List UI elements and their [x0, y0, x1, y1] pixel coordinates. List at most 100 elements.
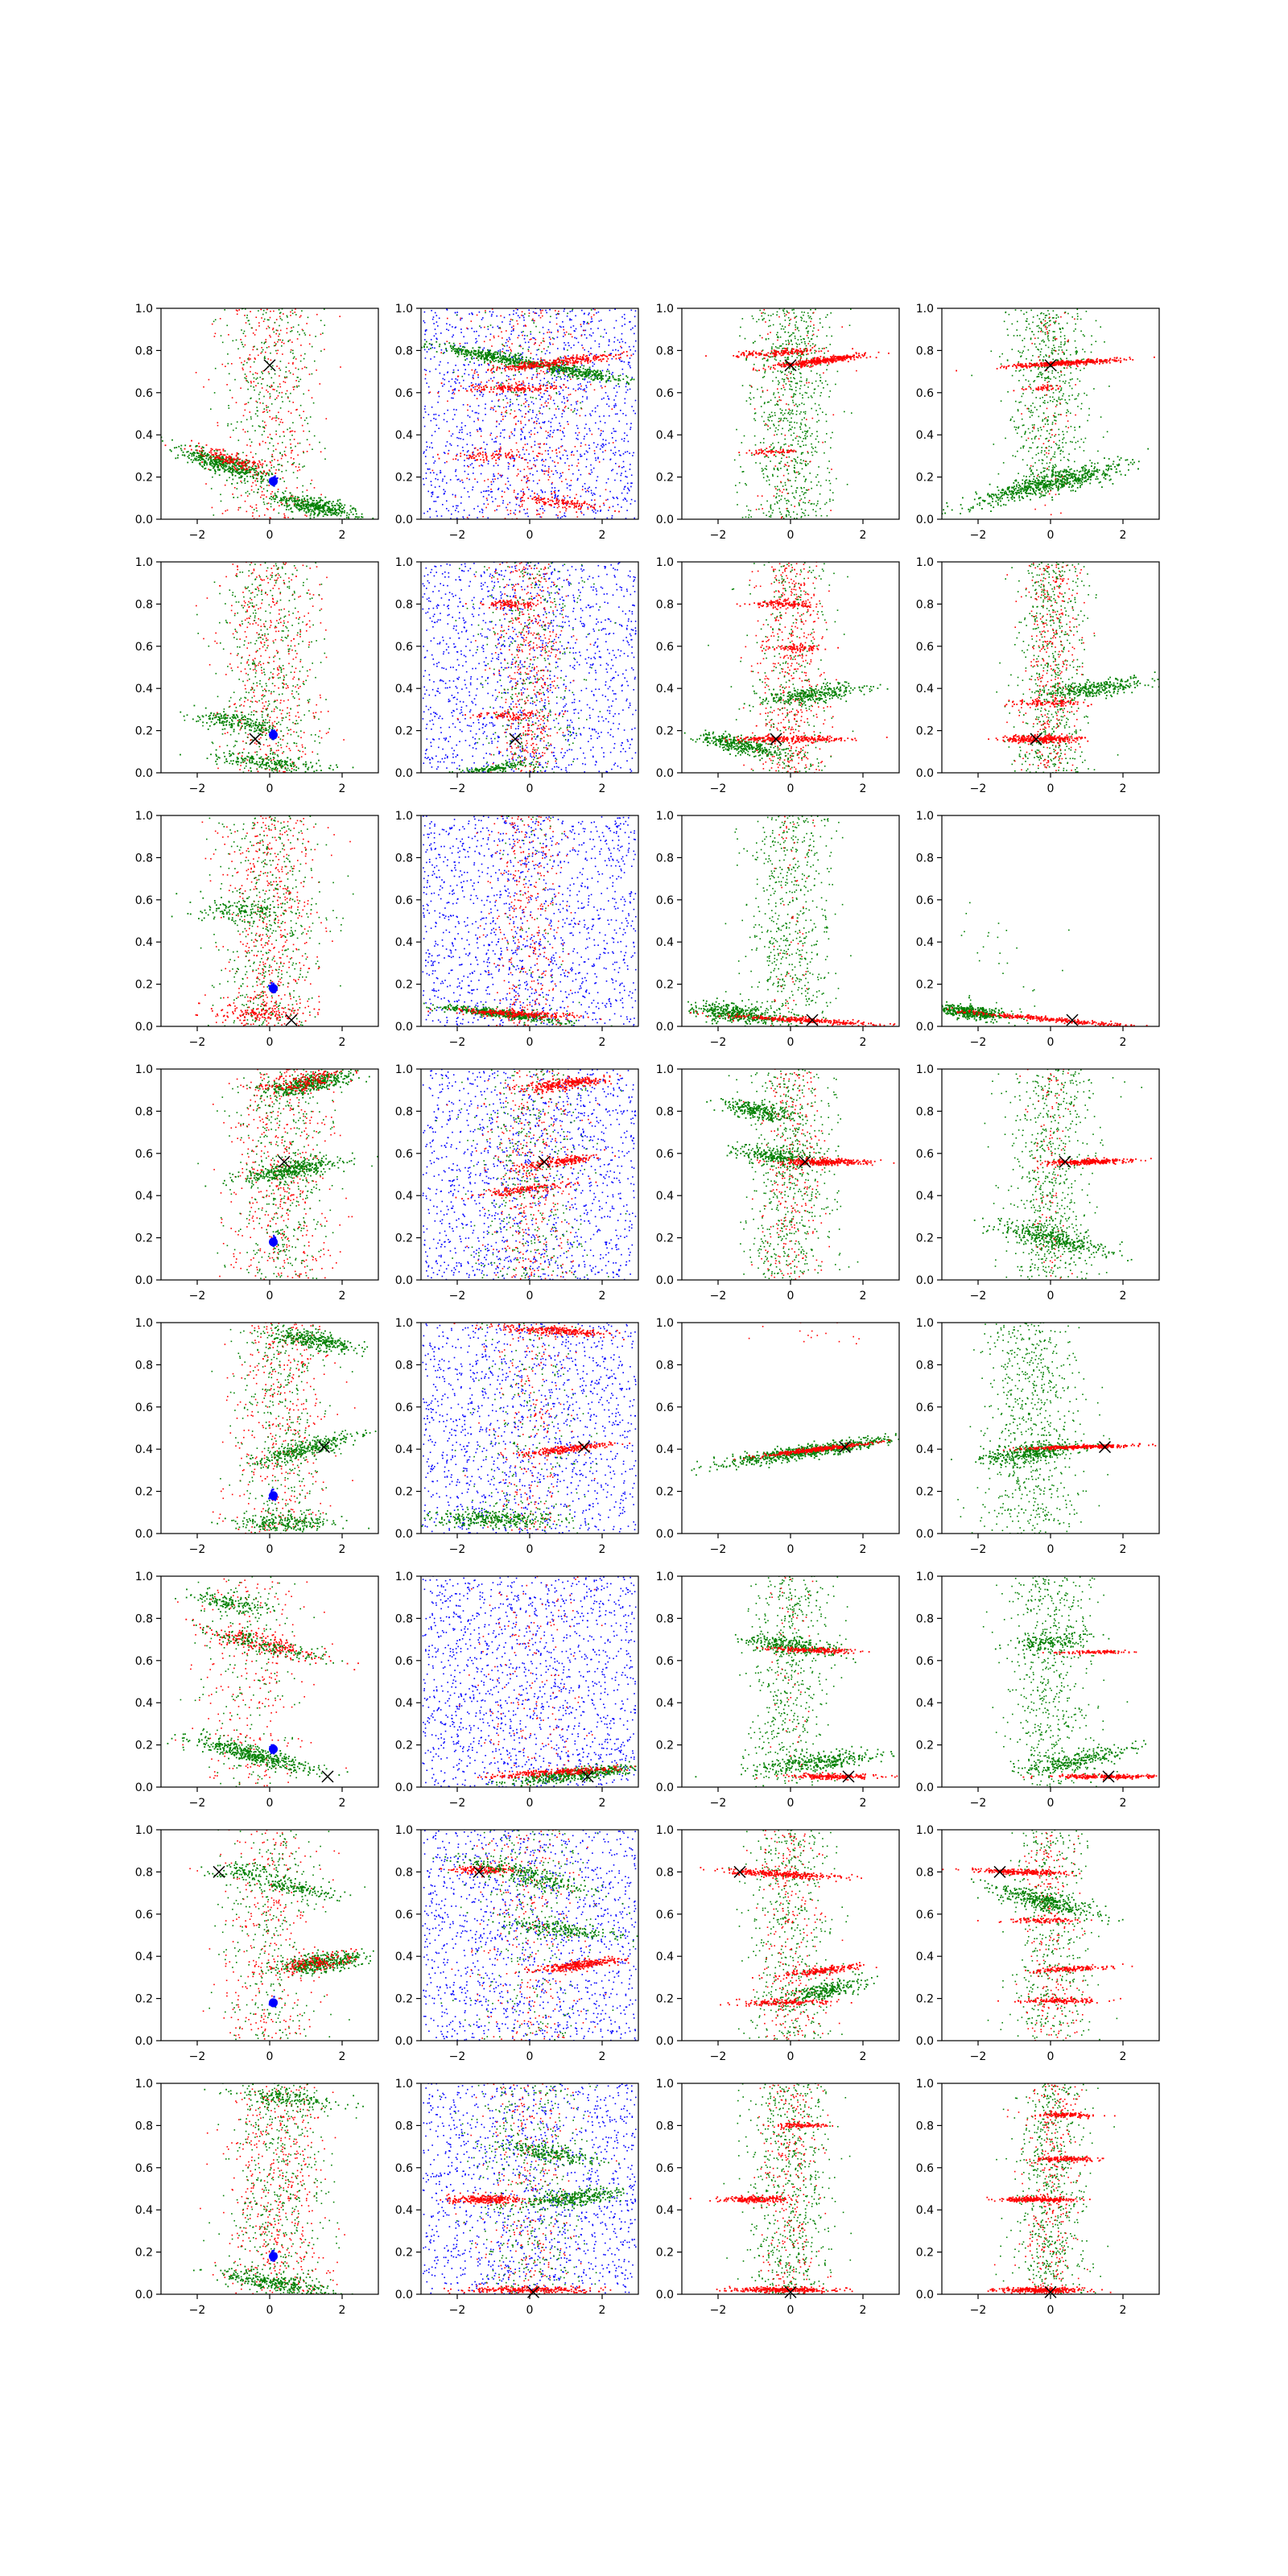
green-point: [460, 350, 463, 353]
red-point: [522, 334, 523, 336]
green-point: [326, 502, 328, 503]
red-point: [286, 332, 288, 334]
red-point: [455, 458, 457, 460]
blue-point: [623, 361, 625, 363]
blue-point: [477, 417, 479, 419]
red-point: [250, 311, 251, 312]
blue-point: [536, 459, 538, 461]
blue-point: [554, 497, 555, 499]
red-point: [500, 386, 502, 389]
green-point: [549, 367, 551, 369]
blue-point: [511, 326, 513, 328]
red-point: [484, 480, 485, 482]
green-point: [275, 343, 277, 345]
blue-point: [595, 512, 597, 514]
green-point: [301, 310, 303, 312]
blue-point: [539, 423, 540, 424]
red-point: [283, 342, 285, 345]
green-point: [484, 361, 486, 362]
red-point: [587, 508, 589, 510]
red-point: [253, 381, 255, 382]
blue-point: [574, 330, 576, 332]
blue-point: [601, 446, 604, 448]
red-point: [453, 393, 456, 395]
green-point: [217, 464, 220, 467]
red-point: [271, 453, 273, 456]
blue-point: [536, 420, 538, 423]
red-point: [516, 320, 518, 322]
blue-point: [474, 411, 477, 414]
green-point: [488, 355, 489, 357]
blue-point: [562, 321, 564, 323]
red-point: [580, 357, 581, 360]
red-point: [240, 463, 242, 465]
blue-point: [632, 327, 634, 329]
blue-point: [563, 357, 564, 359]
green-point: [261, 434, 263, 436]
blue-point: [500, 432, 502, 434]
red-point: [304, 500, 306, 502]
red-point: [595, 355, 597, 357]
green-point: [331, 502, 333, 505]
green-point: [295, 500, 297, 502]
green-point: [316, 502, 319, 505]
red-point: [288, 370, 291, 372]
blue-point: [624, 485, 626, 488]
green-point: [217, 460, 220, 463]
green-point: [212, 461, 213, 464]
blue-point: [621, 368, 624, 370]
red-point: [602, 358, 605, 360]
red-point: [226, 460, 229, 462]
green-point: [575, 373, 577, 375]
blue-point: [524, 513, 526, 514]
green-point: [349, 509, 352, 511]
blue-point: [566, 315, 568, 317]
blue-point: [630, 503, 632, 505]
blue-point: [620, 474, 622, 477]
green-point: [350, 511, 353, 514]
green-point: [548, 369, 551, 371]
blue-point: [535, 312, 538, 314]
blue-point: [611, 374, 613, 375]
green-point: [298, 385, 300, 387]
blue-point: [481, 491, 482, 493]
blue-point: [569, 497, 571, 498]
red-point: [555, 323, 558, 325]
green-point: [324, 503, 325, 506]
green-point: [338, 508, 341, 510]
red-point: [490, 369, 492, 372]
blue-point: [440, 361, 441, 363]
red-point: [237, 463, 239, 465]
blue-point: [621, 338, 622, 341]
blue-point: [441, 480, 444, 482]
green-point: [192, 455, 195, 456]
green-point: [533, 322, 535, 324]
red-point: [498, 398, 500, 401]
blue-point: [593, 442, 595, 444]
green-point: [259, 391, 261, 394]
red-point: [536, 455, 538, 457]
red-point: [552, 361, 555, 363]
red-point: [511, 451, 514, 452]
red-point: [540, 516, 543, 518]
blue-point: [518, 454, 521, 456]
green-point: [355, 510, 357, 512]
green-point: [312, 505, 315, 506]
blue-point: [546, 382, 548, 384]
blue-point: [509, 437, 510, 439]
red-point: [575, 390, 576, 392]
blue-point: [588, 490, 589, 493]
blue-point: [515, 312, 518, 314]
red-point: [215, 448, 217, 451]
red-point: [264, 421, 266, 423]
blue-point: [434, 460, 436, 462]
green-point: [252, 374, 254, 375]
red-point: [478, 464, 481, 467]
blue-point: [571, 319, 572, 321]
blue-point: [521, 331, 522, 333]
green-point: [514, 357, 516, 359]
green-point: [812, 448, 814, 449]
green-point: [497, 361, 500, 363]
green-point: [316, 508, 317, 510]
green-point: [232, 468, 234, 470]
